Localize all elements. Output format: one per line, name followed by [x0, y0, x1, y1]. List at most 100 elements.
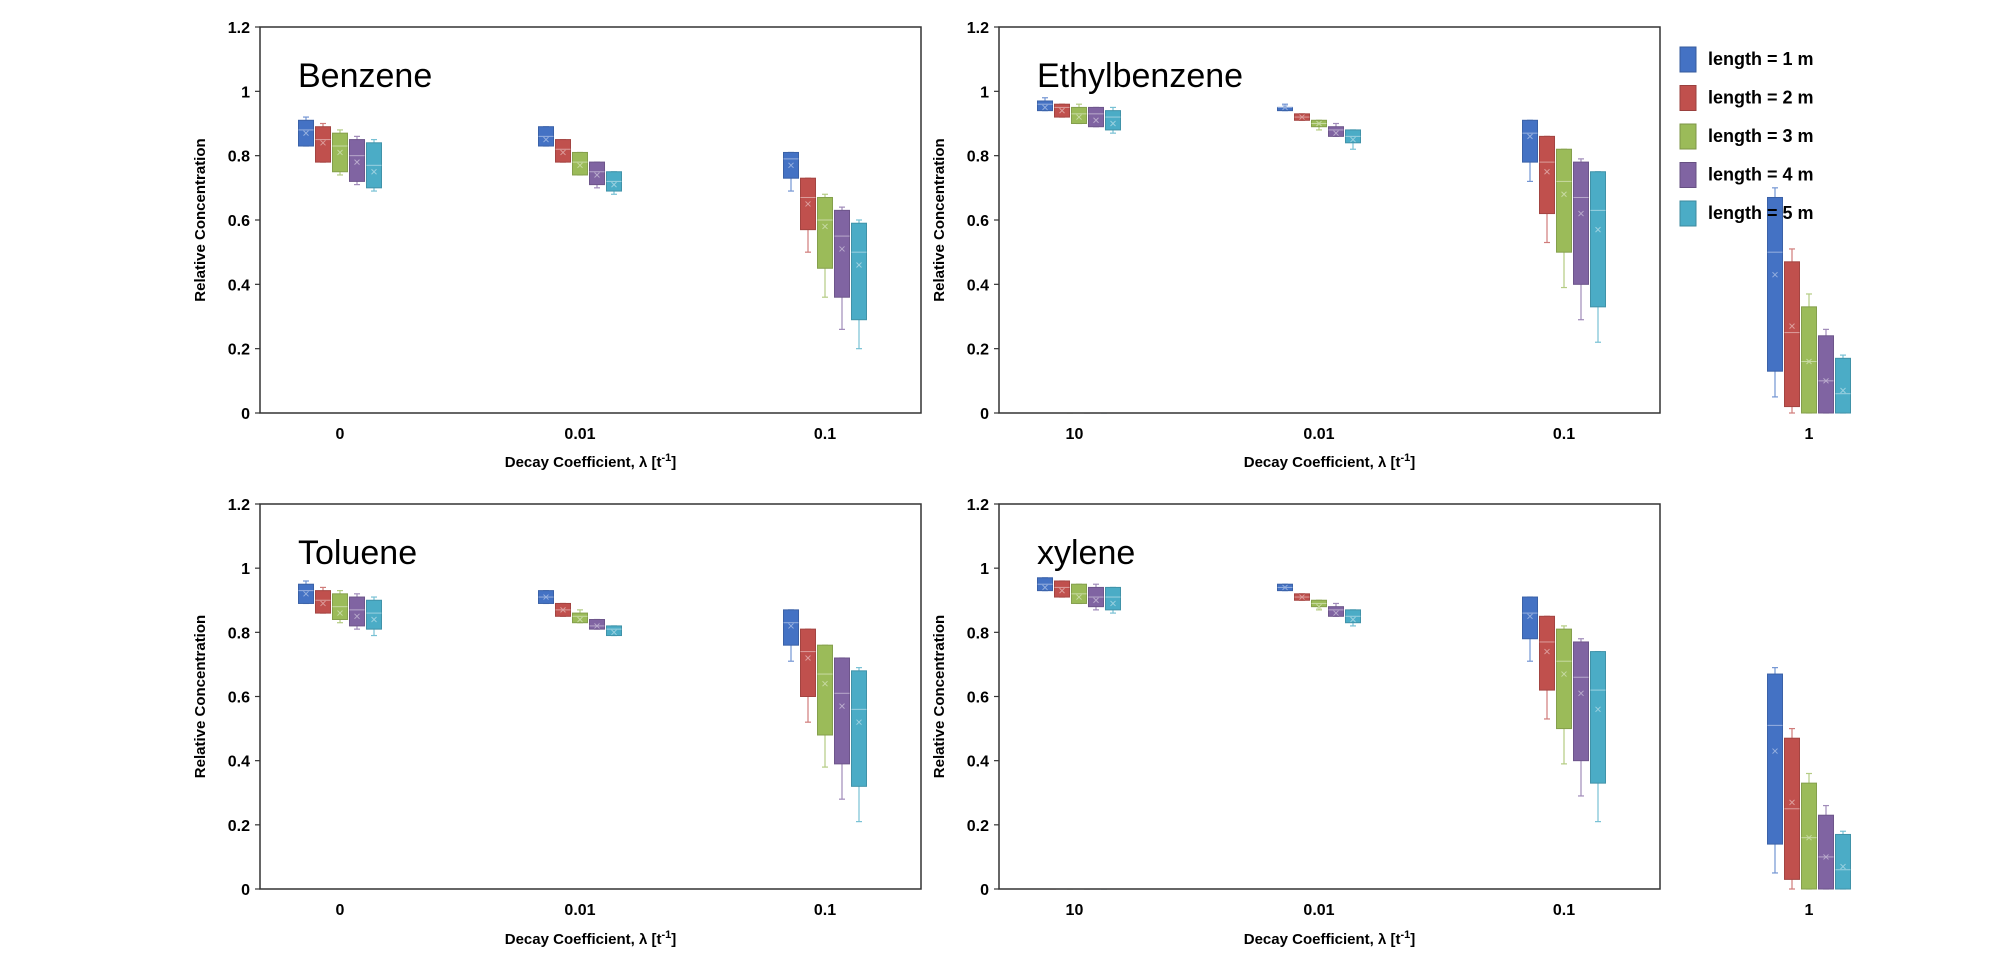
box: [1590, 171, 1606, 308]
mean-stroke: [1789, 323, 1795, 330]
y-tick-label: 0.4: [228, 754, 250, 771]
box-mean-marker: [1806, 358, 1812, 365]
box-mean-marker: [337, 610, 343, 616]
box-mean-marker: [1110, 120, 1116, 127]
box: [1556, 628, 1572, 730]
box-mean-marker: [560, 607, 566, 613]
box-mean-marker: [303, 130, 309, 137]
mean-stroke: [1059, 587, 1065, 594]
box-mean-marker: [1789, 799, 1795, 806]
box: [1037, 100, 1053, 112]
box-mean-marker: [856, 262, 862, 268]
box-mean-marker: [1561, 191, 1567, 198]
mean-stroke: [1806, 834, 1812, 841]
box-mean-marker: [1042, 104, 1048, 111]
mean-stroke: [1595, 226, 1601, 233]
y-tick-label: 0.6: [228, 213, 250, 230]
mean-stroke: [337, 610, 343, 616]
mean-stroke: [1772, 271, 1778, 278]
x-tick-label: 0.1: [814, 426, 836, 443]
y-tick-label: 0.8: [967, 625, 989, 642]
box: [315, 126, 331, 163]
y-tick-label: 0.6: [228, 690, 250, 707]
legend-swatch: [1679, 85, 1697, 111]
mean-stroke: [371, 168, 377, 175]
box-mean-marker: [1282, 104, 1288, 111]
mean-stroke: [788, 623, 794, 629]
box-mean-marker: [1350, 616, 1356, 623]
box-mean-marker: [1299, 114, 1305, 120]
mean-stroke: [1823, 377, 1829, 384]
box: [1071, 106, 1087, 124]
x-axis-label: Decay Coefficient, λ [t-1]: [505, 452, 677, 471]
box-mean-marker: [1333, 610, 1339, 616]
box-mean-marker: [1093, 597, 1099, 604]
y-tick-label: 0.2: [967, 342, 989, 359]
box: [349, 139, 365, 182]
mean-stroke: [1042, 104, 1048, 111]
box-mean-marker: [354, 159, 360, 165]
box-mean-marker: [1561, 671, 1567, 677]
box: [817, 644, 833, 736]
y-tick-label: 0.4: [228, 277, 250, 294]
x-axis-label: Decay Coefficient, λ [t-1]: [1244, 452, 1416, 471]
mean-stroke: [1561, 191, 1567, 198]
mean-stroke: [788, 162, 794, 169]
y-tick-label: 1.2: [228, 20, 250, 37]
mean-stroke: [1333, 610, 1339, 616]
box-mean-marker: [1042, 584, 1048, 591]
mean-stroke: [543, 136, 549, 143]
mean-stroke: [805, 201, 811, 207]
box-mean-marker: [1578, 690, 1584, 697]
legend-swatch: [1679, 123, 1697, 150]
box-mean-marker: [611, 629, 617, 636]
box-mean-marker: [1823, 377, 1829, 384]
mean-stroke: [560, 607, 566, 613]
mean-stroke: [543, 594, 549, 600]
mean-stroke: [1544, 648, 1550, 655]
box-mean-marker: [337, 149, 343, 156]
box-mean-marker: [856, 719, 862, 726]
y-tick-label: 0: [241, 882, 250, 899]
x-tick-label: 0.01: [564, 902, 595, 919]
x-tick-label: 0.1: [1553, 426, 1575, 443]
mean-stroke: [1578, 690, 1584, 697]
mean-stroke: [1561, 671, 1567, 677]
box: [817, 196, 833, 269]
mean-stroke: [1789, 799, 1795, 806]
y-tick-label: 0.6: [967, 213, 989, 230]
box: [589, 161, 605, 186]
box: [589, 619, 605, 630]
box-mean-marker: [1806, 834, 1812, 841]
mean-stroke: [1595, 706, 1601, 713]
legend-label: length = 4 m: [1708, 165, 1814, 185]
mean-stroke: [320, 600, 326, 607]
box: [1835, 833, 1851, 890]
y-tick-label: 0.4: [967, 754, 989, 771]
box-mean-marker: [1772, 748, 1778, 754]
mean-stroke: [1333, 130, 1339, 137]
box: [1801, 782, 1817, 890]
box: [800, 628, 816, 697]
y-tick-label: 0.2: [967, 818, 989, 835]
box: [1573, 641, 1589, 762]
box-mean-marker: [1772, 271, 1778, 278]
box: [349, 596, 365, 627]
box-mean-marker: [1595, 706, 1601, 713]
box: [1539, 135, 1555, 215]
box-mean-marker: [543, 594, 549, 600]
box-mean-marker: [1093, 117, 1099, 124]
box: [1573, 161, 1589, 285]
box-mean-marker: [1544, 648, 1550, 655]
x-tick-label: 0: [336, 902, 345, 919]
legend-swatch: [1679, 46, 1697, 73]
mean-stroke: [1544, 168, 1550, 175]
mean-stroke: [822, 680, 828, 687]
y-tick-label: 0: [241, 406, 250, 423]
box-mean-marker: [1527, 613, 1533, 620]
box-mean-marker: [371, 616, 377, 623]
box-mean-marker: [594, 623, 600, 629]
box-mean-marker: [1333, 130, 1339, 137]
mean-stroke: [594, 172, 600, 178]
mean-stroke: [839, 703, 845, 709]
